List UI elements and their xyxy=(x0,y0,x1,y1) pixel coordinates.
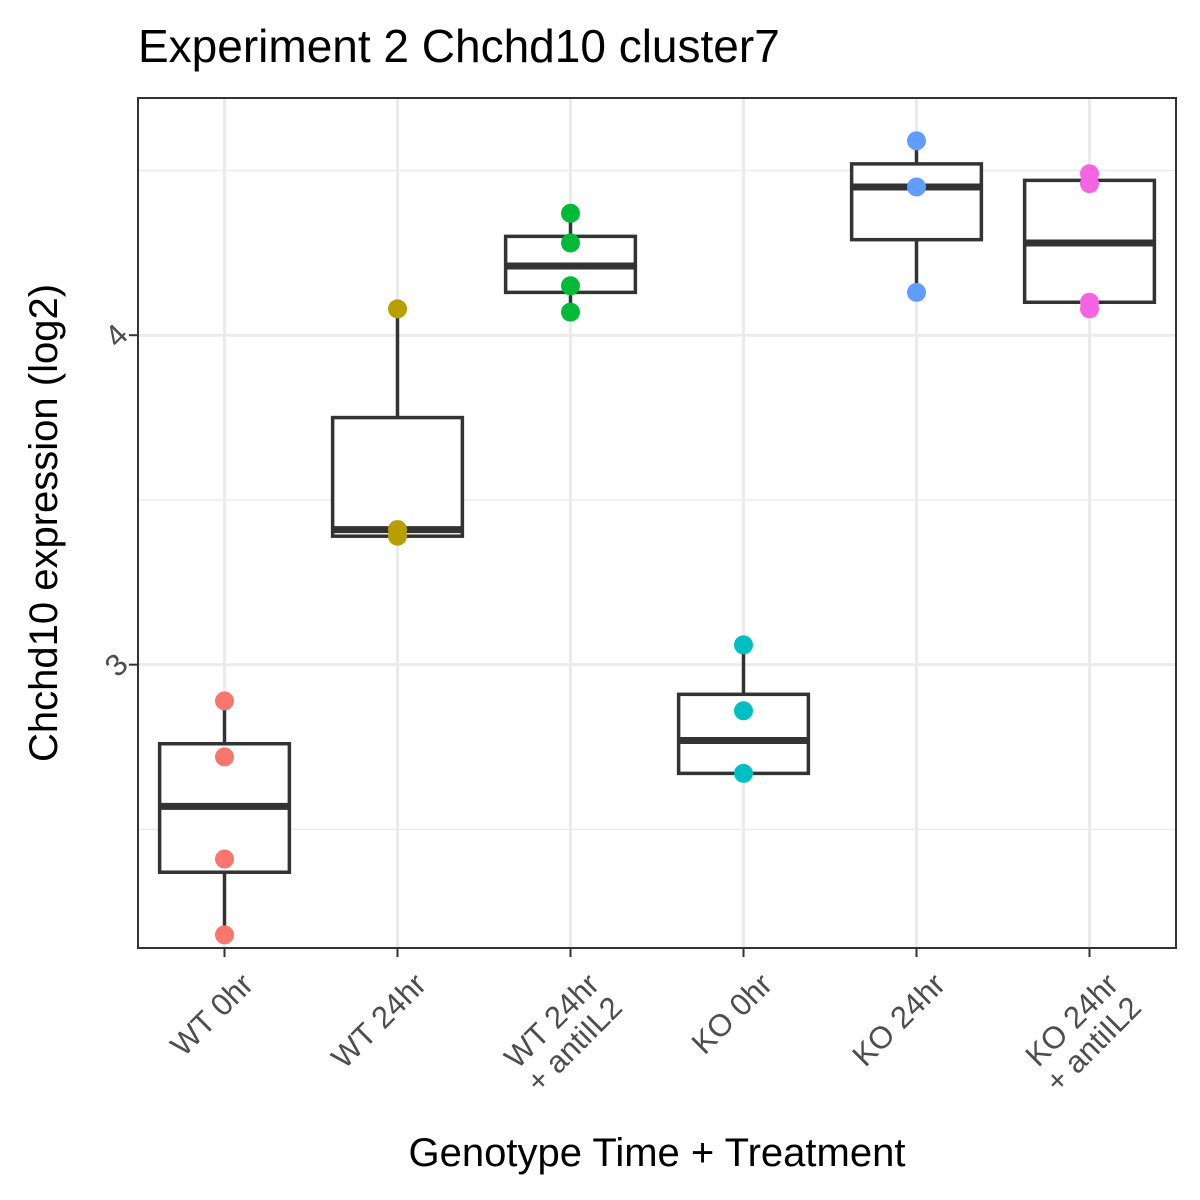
data-point xyxy=(907,282,926,302)
x-tick-label: WT 24hr+ antiIL2 xyxy=(497,967,628,1099)
data-point xyxy=(734,635,753,655)
data-point xyxy=(215,747,234,767)
y-axis: 34 xyxy=(98,317,138,683)
x-tick-label-line: KO 24hr xyxy=(846,967,952,1073)
x-tick-label: WT 24hr xyxy=(324,967,432,1075)
box xyxy=(330,415,465,538)
x-tick-label: KO 0hr xyxy=(685,967,779,1061)
data-point xyxy=(215,925,234,945)
data-point xyxy=(388,299,407,319)
data-point xyxy=(907,131,926,151)
plot-panel-border xyxy=(137,97,1177,949)
data-point xyxy=(388,526,407,546)
data-points xyxy=(215,131,1099,945)
data-point xyxy=(734,701,753,721)
data-point xyxy=(561,233,580,253)
data-point xyxy=(561,276,580,296)
chart-title: Experiment 2 Chchd10 cluster7 xyxy=(138,20,780,72)
data-point xyxy=(1080,299,1099,319)
data-point xyxy=(734,763,753,783)
x-tick-label-line: KO 0hr xyxy=(685,967,779,1061)
data-point xyxy=(907,177,926,197)
data-point xyxy=(215,691,234,711)
data-point xyxy=(215,849,234,869)
x-tick-label-line: WT 0hr xyxy=(164,967,260,1063)
box-plots xyxy=(157,140,1157,935)
x-axis: WT 0hr WT 24hr WT 24hr+ antiIL2 KO 0hr KO 24… xyxy=(164,948,1148,1099)
box xyxy=(849,162,984,242)
y-axis-title: Chchd10 expression (log2) xyxy=(22,284,66,762)
x-axis-title: Genotype Time + Treatment xyxy=(409,1131,906,1175)
data-point xyxy=(561,203,580,223)
x-tick-label: KO 24hr+ antiIL2 xyxy=(1019,967,1148,1099)
grid-lines xyxy=(138,98,1176,948)
data-point xyxy=(561,302,580,322)
data-point xyxy=(1080,174,1099,194)
x-tick-label: KO 24hr xyxy=(846,967,952,1073)
x-tick-label-line: WT 24hr xyxy=(324,967,432,1075)
x-tick-label: WT 0hr xyxy=(164,967,260,1063)
